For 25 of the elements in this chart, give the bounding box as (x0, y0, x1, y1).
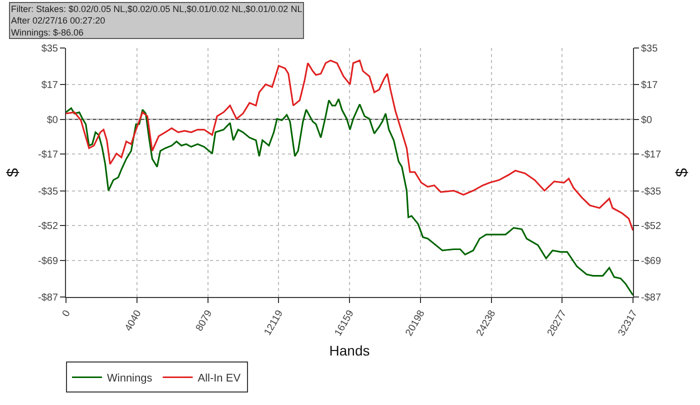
y-tick-label: -$35 (38, 186, 58, 198)
y2-tick-label: -$35 (641, 186, 662, 198)
y-tick-label: $17 (41, 80, 58, 92)
y2-tick-label: $17 (641, 80, 658, 92)
y-tick-label: -$52 (38, 221, 58, 232)
text: Winnings: $-86.06 (11, 27, 84, 38)
y2-tick-label: $0 (641, 114, 653, 126)
y2-tick-label: $35 (641, 44, 658, 54)
text: Filter: Stakes: $0.02/0.05 NL,$0.02/0.05 NL,$0.01/0.02 NL,$0.01/0.02 NL (11, 4, 302, 14)
x-tick-label: 0 (60, 308, 74, 319)
x-axis-title: Hands (329, 342, 370, 358)
y2-tick-label: -$87 (641, 292, 662, 304)
y-tick-label: -$69 (38, 256, 58, 267)
y-tick-label: -$87 (38, 292, 58, 304)
y-tick-label: $0 (46, 114, 58, 126)
legend-label: All-In EV (198, 372, 242, 385)
text: After 02/27/16 00:27:20 (11, 16, 106, 26)
y-tick-label: $35 (41, 44, 58, 54)
y2-axis-title: $ (674, 168, 692, 177)
y-axis-title: $ (4, 168, 22, 177)
y-tick-label: -$17 (38, 150, 58, 161)
y2-tick-label: -$17 (641, 150, 662, 161)
y2-tick-label: -$52 (641, 221, 662, 232)
legend-label: Winnings (107, 372, 153, 385)
y2-tick-label: -$69 (641, 256, 662, 267)
